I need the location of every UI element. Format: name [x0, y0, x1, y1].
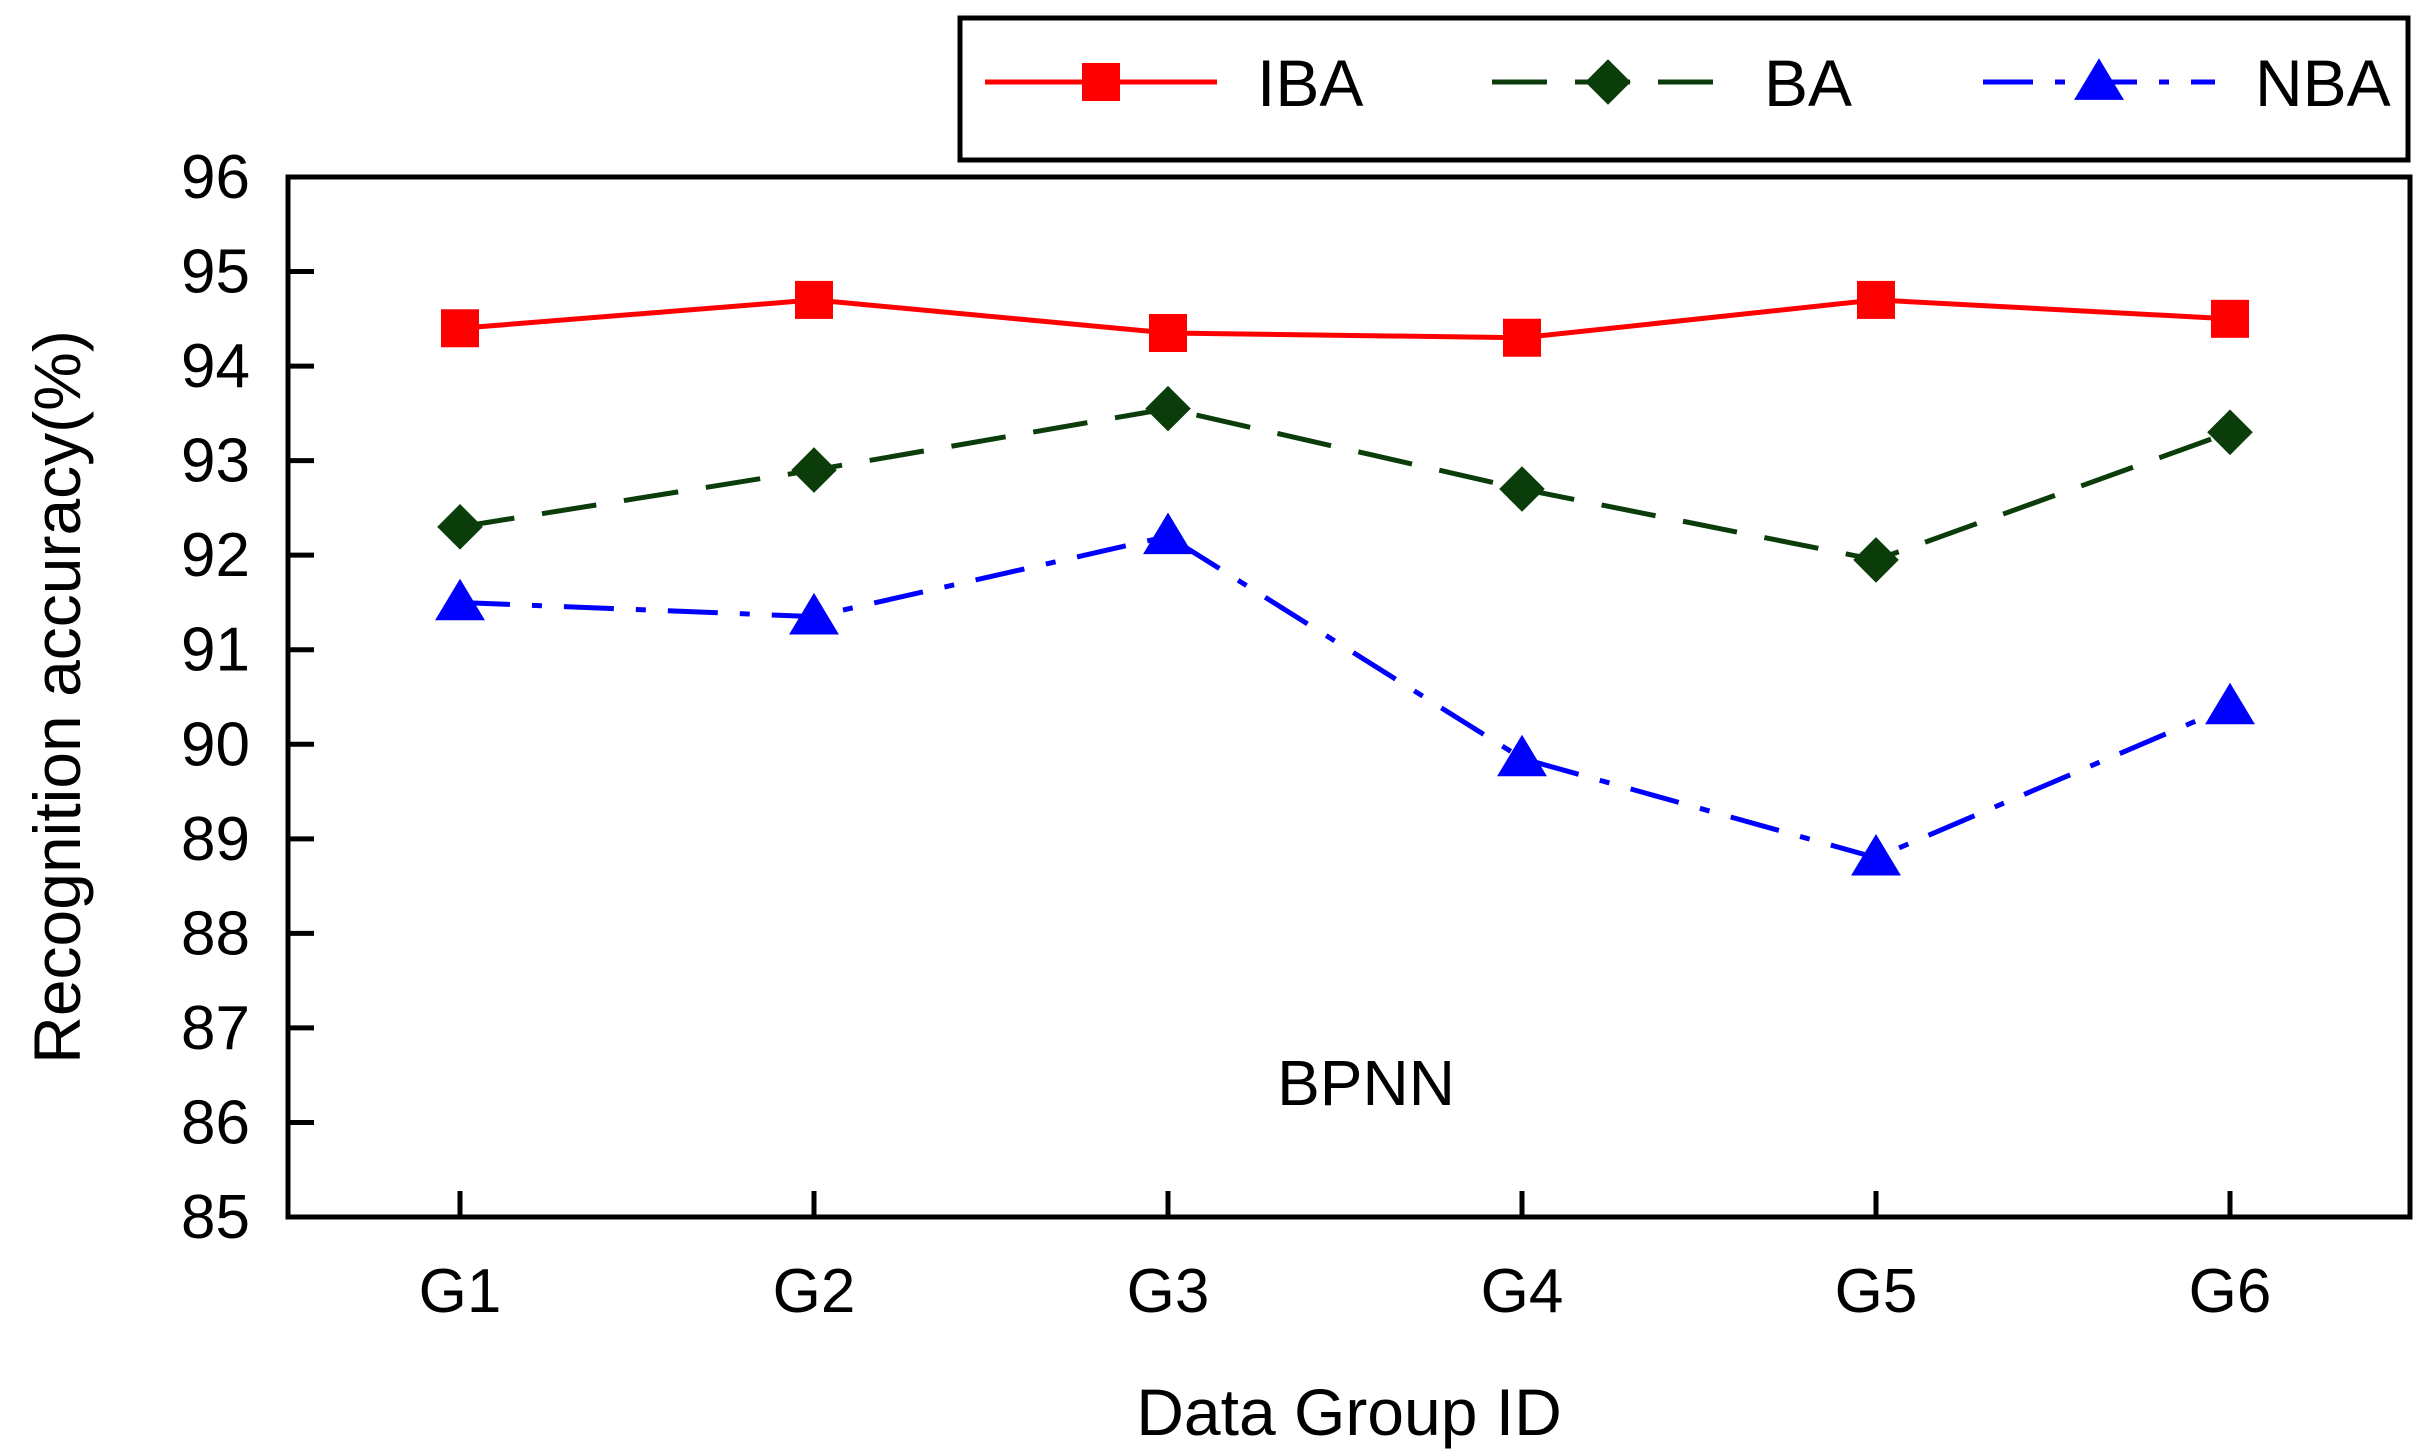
- y-tick-label: 91: [181, 616, 250, 685]
- legend-item-iba: IBA: [985, 46, 1363, 120]
- data-point: [789, 592, 839, 635]
- legend-item-nba: NBA: [1983, 46, 2391, 120]
- y-tick-label: 89: [181, 805, 250, 874]
- x-tick-label: G3: [1127, 1257, 1210, 1326]
- series-line: [459, 406, 2231, 563]
- y-tick-label: 95: [181, 238, 250, 307]
- chart-annotation: BPNN: [1277, 1047, 1455, 1119]
- series-line: [459, 297, 2231, 341]
- data-point: [791, 447, 837, 493]
- series-nba: [435, 512, 2255, 876]
- data-point: [1853, 537, 1899, 583]
- series-ba: [437, 385, 2253, 583]
- series-layer: [435, 280, 2255, 876]
- x-tick-label: G1: [419, 1257, 502, 1326]
- y-tick-label: 94: [181, 332, 250, 401]
- data-point: [2207, 409, 2253, 456]
- y-tick-label: 93: [181, 427, 250, 496]
- y-axis-title: Recognition accuracy(%): [20, 330, 94, 1064]
- x-tick-label: G5: [1835, 1257, 1918, 1326]
- series-iba: [441, 280, 2249, 357]
- legend-label: BA: [1764, 46, 1852, 120]
- x-tick-label: G4: [1481, 1257, 1564, 1326]
- x-tick-label: G2: [773, 1257, 856, 1326]
- series-line: [459, 533, 2231, 861]
- data-point: [1499, 466, 1545, 512]
- legend: IBA BA NBA: [957, 15, 2411, 163]
- data-point: [1149, 314, 1187, 352]
- data-point: [435, 578, 485, 621]
- plot-frame: [285, 174, 2413, 1220]
- x-axis: G1 G2 G3 G4 G5 G6: [419, 1191, 2272, 1326]
- data-point: [1497, 734, 1547, 777]
- y-axis: 85 86 87 88 89 90 91 92 93 94 95 96: [181, 143, 314, 1252]
- data-point: [795, 280, 833, 319]
- data-point: [441, 309, 479, 348]
- legend-marker: [1585, 59, 1631, 105]
- legend-label: NBA: [2255, 46, 2391, 120]
- legend-item-ba: BA: [1492, 46, 1852, 120]
- data-point: [2211, 299, 2249, 338]
- y-tick-label: 87: [181, 994, 250, 1063]
- data-point: [437, 504, 483, 550]
- data-point: [1851, 833, 1901, 876]
- x-tick-label: G6: [2189, 1257, 2272, 1326]
- data-point: [1503, 318, 1541, 357]
- legend-marker: [2074, 58, 2124, 100]
- legend-marker: [1082, 63, 1120, 101]
- y-tick-label: 88: [181, 899, 250, 968]
- data-point: [1143, 512, 1193, 555]
- legend-frame: [957, 15, 2411, 163]
- data-point: [2205, 682, 2255, 725]
- data-point: [1857, 280, 1895, 319]
- y-tick-label: 90: [181, 710, 250, 779]
- y-tick-label: 85: [181, 1183, 250, 1252]
- legend-label: IBA: [1257, 46, 1363, 120]
- y-tick-label: 86: [181, 1088, 250, 1157]
- y-tick-label: 92: [181, 521, 250, 590]
- y-tick-label: 96: [181, 143, 250, 212]
- data-point: [1145, 385, 1191, 432]
- x-axis-title: Data Group ID: [1136, 1375, 1562, 1449]
